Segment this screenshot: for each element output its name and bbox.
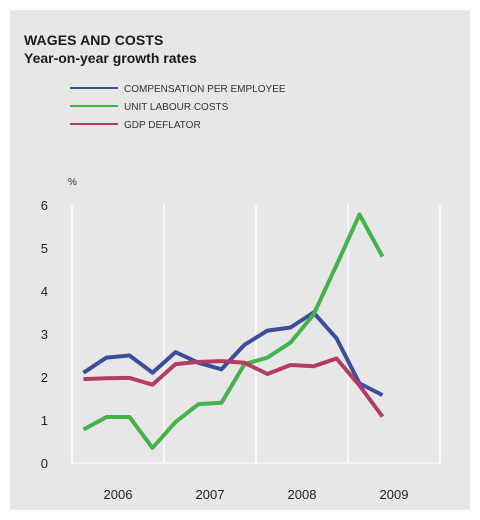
- x-tick-label: 2006: [104, 487, 133, 502]
- legend-label: COMPENSATION PER EMPLOYEE: [124, 84, 286, 95]
- series-line-compensation-per-employee: [82, 310, 384, 397]
- y-tick-label: 4: [41, 284, 48, 299]
- legend-label: UNIT LABOUR COSTS: [124, 102, 229, 113]
- y-tick-label: 1: [41, 413, 48, 428]
- x-tick-label: 2009: [380, 487, 409, 502]
- y-tick-label: 6: [41, 198, 48, 213]
- series-line-gdp-deflator: [83, 356, 385, 418]
- legend-label: GDP DEFLATOR: [124, 120, 201, 131]
- series-line-unit-labour-costs: [82, 212, 385, 450]
- chart-title: WAGES AND COSTS: [24, 32, 164, 48]
- y-axis-unit-label: %: [68, 177, 77, 188]
- y-tick-label: 0: [41, 456, 48, 471]
- x-tick-label: 2007: [196, 487, 225, 502]
- chart-subtitle: Year-on-year growth rates: [24, 50, 197, 66]
- x-tick-label: 2008: [288, 487, 317, 502]
- y-tick-label: 3: [41, 327, 48, 342]
- y-tick-label: 2: [41, 370, 48, 385]
- y-tick-label: 5: [41, 241, 48, 256]
